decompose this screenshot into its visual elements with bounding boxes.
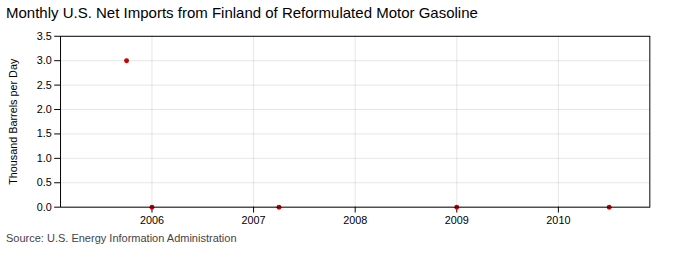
- svg-text:0.5: 0.5: [37, 176, 52, 188]
- svg-text:2.0: 2.0: [37, 103, 52, 115]
- svg-text:1.5: 1.5: [37, 127, 52, 139]
- svg-text:3.5: 3.5: [37, 30, 52, 42]
- svg-text:Thousand Barrels per Day: Thousand Barrels per Day: [7, 58, 19, 185]
- svg-text:2009: 2009: [445, 214, 469, 226]
- svg-text:2006: 2006: [140, 214, 164, 226]
- svg-text:3.0: 3.0: [37, 54, 52, 66]
- html-text:Source: U.S. Energy Informatio: Source: U.S. Energy Information Administ…: [6, 232, 237, 245]
- html-text:Monthly U.S. Net Imports from: Monthly U.S. Net Imports from Finland of…: [6, 4, 478, 21]
- svg-text:2007: 2007: [242, 214, 266, 226]
- svg-text:0.0: 0.0: [37, 201, 52, 213]
- svg-text:1.0: 1.0: [37, 152, 52, 164]
- svg-text:2010: 2010: [546, 214, 570, 226]
- svg-text:2008: 2008: [343, 214, 367, 226]
- svg-text:2.5: 2.5: [37, 79, 52, 91]
